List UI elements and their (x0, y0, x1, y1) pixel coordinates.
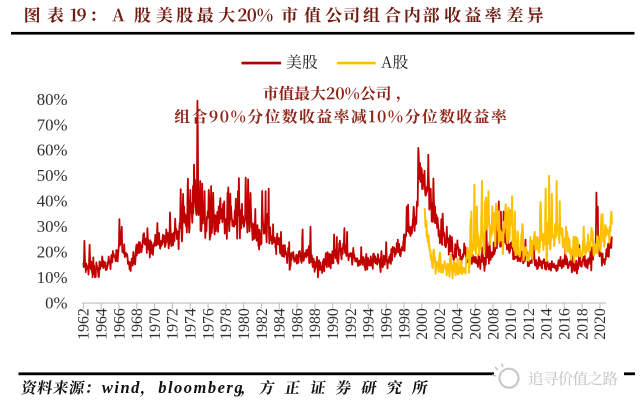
svg-text:1996: 1996 (379, 308, 396, 340)
svg-text:60%: 60% (37, 141, 68, 160)
svg-text:1972: 1972 (165, 308, 182, 340)
svg-text:1998: 1998 (396, 308, 413, 340)
svg-text:1980: 1980 (236, 308, 253, 340)
svg-text:2012: 2012 (521, 308, 538, 340)
svg-text:2020: 2020 (592, 308, 609, 340)
svg-text:2004: 2004 (450, 308, 467, 340)
svg-text:70%: 70% (37, 115, 68, 134)
svg-text:40%: 40% (37, 192, 68, 211)
svg-text:1988: 1988 (307, 308, 324, 340)
svg-text:2016: 2016 (557, 308, 574, 340)
svg-text:10%: 10% (37, 268, 68, 287)
svg-text:20%: 20% (37, 243, 68, 262)
svg-text:2014: 2014 (539, 308, 556, 340)
svg-text:0%: 0% (45, 294, 67, 313)
svg-text:1962: 1962 (76, 308, 93, 340)
svg-text:bloomberg: bloomberg (158, 378, 244, 397)
svg-text:2018: 2018 (574, 308, 591, 340)
svg-text:1986: 1986 (289, 308, 306, 340)
svg-text:50%: 50% (37, 166, 68, 185)
svg-text:1978: 1978 (218, 308, 235, 340)
svg-text:1984: 1984 (272, 308, 289, 340)
svg-text:1968: 1968 (129, 308, 146, 340)
svg-text:1982: 1982 (254, 308, 271, 340)
svg-text:1966: 1966 (111, 308, 128, 340)
svg-text:1976: 1976 (200, 308, 217, 340)
svg-text:2008: 2008 (485, 308, 502, 340)
svg-text:1990: 1990 (325, 308, 342, 340)
svg-text:30%: 30% (37, 217, 68, 236)
svg-text:2006: 2006 (468, 308, 485, 340)
svg-text:1970: 1970 (147, 308, 164, 340)
svg-text:1974: 1974 (183, 308, 200, 340)
svg-text:80%: 80% (37, 90, 68, 109)
svg-text:2010: 2010 (503, 308, 520, 340)
svg-text:2000: 2000 (414, 308, 431, 340)
svg-text:1992: 1992 (343, 308, 360, 340)
svg-text:1964: 1964 (94, 308, 111, 340)
svg-text:wind: wind (102, 378, 141, 397)
svg-text:1994: 1994 (361, 308, 378, 340)
svg-text:2002: 2002 (432, 308, 449, 340)
